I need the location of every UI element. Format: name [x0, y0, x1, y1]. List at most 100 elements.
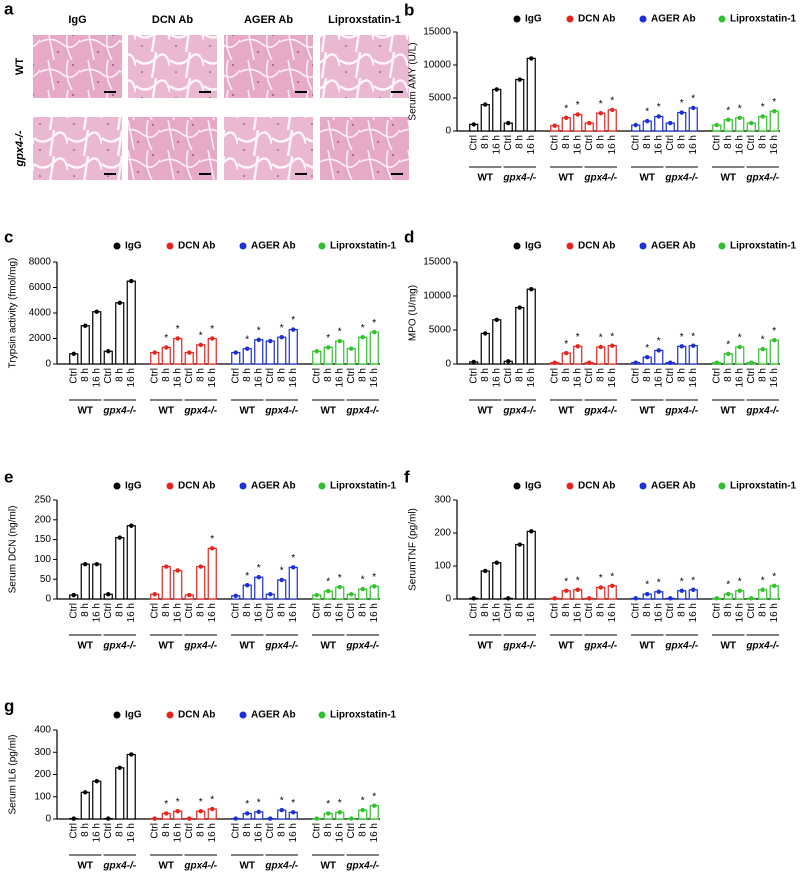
x-tick-label: 16 h — [369, 368, 380, 387]
bar — [492, 562, 502, 600]
significance-star: * — [610, 571, 614, 582]
bar-dot — [587, 360, 592, 365]
legend-label: AGER Ab — [251, 481, 296, 492]
bar-dot — [633, 596, 638, 601]
bar-dot — [587, 596, 592, 601]
bar-dot — [83, 790, 88, 795]
x-tick-label: Ctrl — [468, 368, 479, 384]
x-tick-label: 16 h — [734, 603, 745, 622]
x-tick-label: 8 h — [114, 368, 125, 382]
x-tick-label: 16 h — [572, 603, 583, 622]
legend-marker — [113, 242, 121, 250]
bar-dot — [372, 584, 377, 589]
bar-dot — [506, 596, 511, 601]
y-tick-label: 10000 — [423, 291, 451, 302]
bar-dot — [117, 535, 122, 540]
bar-dot — [691, 587, 696, 592]
x-tick-label: 8 h — [195, 368, 206, 382]
bar-dot — [198, 809, 203, 814]
group-label: gpx4-/- — [583, 173, 617, 184]
bar — [769, 110, 779, 132]
bar — [492, 88, 502, 132]
x-tick-label: Ctrl — [584, 603, 595, 619]
x-tick-label: Ctrl — [746, 603, 757, 619]
x-tick-label: 16 h — [734, 135, 745, 154]
bar — [277, 336, 287, 365]
significance-star: * — [680, 576, 684, 587]
significance-star: * — [772, 571, 776, 582]
legend-marker — [566, 15, 574, 23]
x-tick-label: 8 h — [242, 603, 253, 617]
significance-star: * — [599, 573, 603, 584]
legend-marker — [318, 242, 326, 250]
bar-dot — [83, 561, 88, 567]
legend-marker — [513, 15, 521, 23]
x-tick-label: Ctrl — [68, 823, 79, 839]
x-tick-label: Ctrl — [549, 603, 560, 619]
x-tick-label: 8 h — [676, 603, 687, 617]
bar-dot — [517, 77, 522, 82]
x-tick-label: 8 h — [114, 603, 125, 617]
bar-dot — [529, 287, 534, 292]
histology-image — [224, 117, 313, 180]
group-label: WT — [639, 173, 655, 184]
bar-dot — [94, 778, 99, 784]
legend-label: Liproxstatin-1 — [730, 241, 797, 252]
group-label: WT — [77, 406, 93, 417]
x-tick-label: 8 h — [757, 368, 768, 382]
x-tick-label: 16 h — [491, 368, 502, 387]
legend-label: Liproxstatin-1 — [730, 481, 797, 492]
significance-star: * — [738, 333, 742, 344]
x-tick-label: 16 h — [491, 603, 502, 622]
bar — [115, 302, 125, 365]
legend-label: AGER Ab — [651, 14, 696, 25]
bar-dot — [656, 589, 661, 594]
histology-image — [320, 117, 409, 180]
x-tick-label: Ctrl — [346, 823, 357, 839]
legend-label: AGER Ab — [651, 481, 696, 492]
bar-dot — [233, 593, 238, 599]
x-tick-label: Ctrl — [149, 603, 160, 619]
legend-marker — [639, 15, 647, 23]
x-tick-label: 8 h — [80, 603, 91, 617]
legend-marker — [318, 711, 326, 719]
y-axis-label: Serum DCN (ng/ml) — [8, 506, 19, 594]
group-label: WT — [239, 641, 255, 652]
y-tick-label: 0 — [445, 126, 451, 137]
bar-dot — [726, 591, 731, 597]
bar-dot — [610, 343, 615, 348]
panel-letter: b — [404, 0, 414, 19]
legend-marker — [718, 482, 726, 490]
significance-star: * — [657, 102, 661, 113]
significance-star: * — [280, 566, 284, 577]
bar — [242, 348, 252, 365]
bar-dot — [587, 120, 592, 126]
histology-image — [33, 35, 122, 98]
x-tick-label: 8 h — [161, 823, 172, 837]
bar-dot — [483, 568, 488, 574]
x-tick-label: Ctrl — [149, 368, 160, 384]
significance-star: * — [361, 323, 365, 334]
bar-dot — [314, 816, 319, 821]
bar-dot — [552, 596, 557, 601]
significance-star: * — [164, 799, 168, 810]
y-tick-label: 400 — [34, 725, 51, 736]
significance-star: * — [761, 102, 765, 113]
significance-star: * — [291, 553, 295, 564]
bar — [115, 767, 125, 820]
bar — [80, 325, 90, 365]
bar-dot — [291, 327, 296, 332]
x-tick-label: Ctrl — [468, 603, 479, 619]
legend-label: IgG — [525, 481, 542, 492]
bar — [358, 336, 368, 365]
bar-dot — [772, 583, 777, 588]
x-tick-label: 16 h — [572, 135, 583, 154]
x-tick-label: 16 h — [607, 135, 618, 154]
significance-star: * — [738, 576, 742, 587]
column-header: IgG — [68, 14, 86, 26]
bar-dot — [152, 592, 157, 597]
legend-marker — [513, 242, 521, 250]
y-tick-label: 0 — [445, 359, 451, 370]
bar-dot — [679, 110, 684, 115]
group-label: WT — [720, 641, 736, 652]
